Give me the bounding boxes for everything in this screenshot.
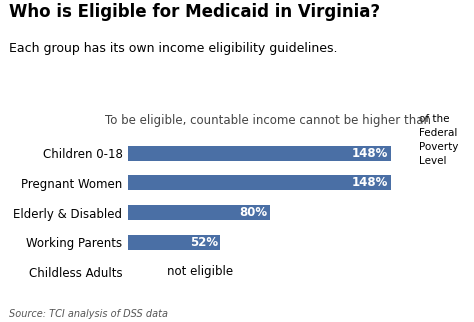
Text: Who is Eligible for Medicaid in Virginia?: Who is Eligible for Medicaid in Virginia… — [9, 3, 381, 21]
Text: 80%: 80% — [239, 206, 267, 219]
Text: To be eligible, countable income cannot be higher than: To be eligible, countable income cannot … — [105, 114, 431, 127]
Text: 148%: 148% — [352, 147, 388, 160]
Text: not eligible: not eligible — [167, 265, 233, 279]
Bar — [128, 235, 220, 250]
Bar — [128, 175, 391, 190]
Text: of the
Federal
Poverty
Level: of the Federal Poverty Level — [419, 114, 459, 166]
Text: Source: TCI analysis of DSS data: Source: TCI analysis of DSS data — [9, 309, 168, 319]
Bar — [128, 205, 270, 220]
Text: 52%: 52% — [190, 236, 218, 249]
Bar — [128, 146, 391, 160]
Text: 148%: 148% — [352, 176, 388, 189]
Text: Each group has its own income eligibility guidelines.: Each group has its own income eligibilit… — [9, 42, 338, 55]
